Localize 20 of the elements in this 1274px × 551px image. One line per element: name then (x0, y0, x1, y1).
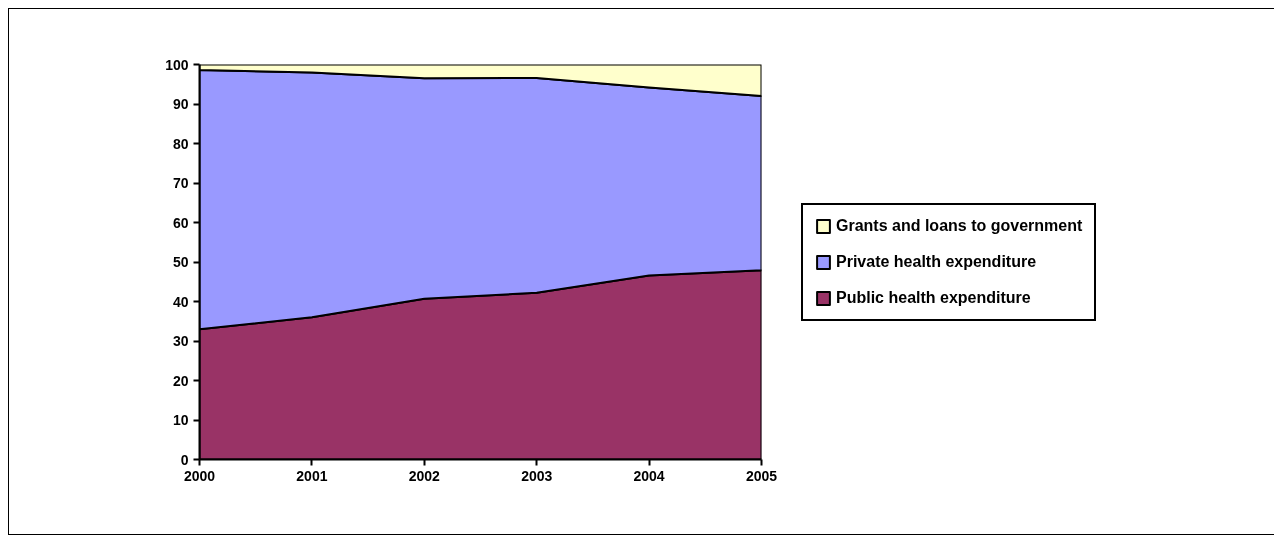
y-tick-label: 80 (172, 135, 189, 152)
y-tick-label: 70 (172, 175, 189, 191)
y-tick-label: 10 (172, 412, 189, 428)
y-tick-label: 40 (172, 293, 189, 310)
y-tick-label: 100 (165, 56, 189, 73)
y-tick-label: 60 (172, 214, 189, 231)
x-tick-label: 2004 (633, 467, 665, 484)
y-tick-label: 20 (172, 372, 189, 389)
y-tick-label: 30 (172, 333, 189, 349)
x-tick-label: 2002 (408, 467, 441, 484)
x-tick-label: 2005 (745, 467, 778, 484)
legend-label: Private health expenditure (836, 252, 1037, 271)
legend-label: Grants and loans to government (836, 216, 1083, 235)
x-tick-label: 2001 (296, 467, 328, 484)
y-tick-label: 90 (172, 96, 189, 112)
x-tick-label: 2003 (521, 467, 553, 484)
y-tick-label: 50 (172, 254, 189, 270)
x-tick-label: 2000 (183, 467, 216, 484)
legend-label: Public health expenditure (836, 288, 1031, 307)
y-tick-label: 0 (180, 451, 189, 468)
